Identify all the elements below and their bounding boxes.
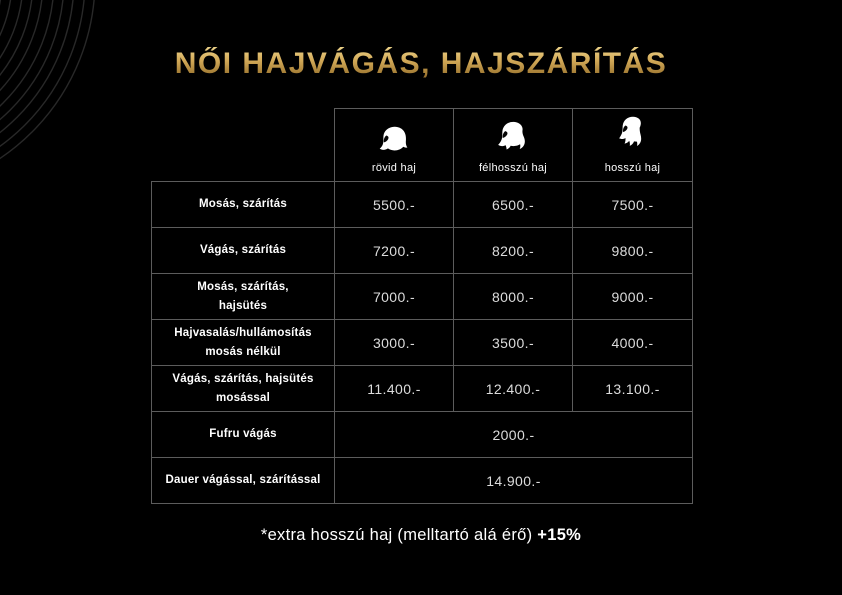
service-label: Hajvasalás/hullámosítás mosás nélkül [151, 319, 335, 366]
service-label: Dauer vágással, szárítással [151, 457, 335, 504]
footer-note: *extra hosszú haj (melltartó alá érő) +1… [0, 526, 842, 545]
page-title: NŐI HAJVÁGÁS, HAJSZÁRÍTÁS [0, 47, 842, 81]
table-row: Vágás, szárítás, hajsütés mosással 11.40… [151, 365, 693, 412]
column-label-short-hair: rövid haj [371, 162, 417, 174]
price-cell: 4000.- [572, 319, 693, 366]
price-cell: 9000.- [572, 273, 693, 320]
table-row: Fufru vágás 2000.- [151, 411, 693, 458]
service-label: Fufru vágás [151, 411, 335, 458]
price-cell: 6500.- [453, 181, 573, 228]
medium-hair-icon [496, 121, 530, 157]
table-row: Mosás, szárítás 5500.- 6500.- 7500.- [151, 181, 693, 228]
price-cell-all-lengths: 2000.- [334, 411, 693, 458]
price-cell: 3500.- [453, 319, 573, 366]
column-header-medium-hair: félhosszú haj [453, 108, 573, 182]
table-corner-cell [152, 109, 335, 182]
decorative-arcs [0, 0, 95, 160]
price-cell: 8000.- [453, 273, 573, 320]
column-label-long-hair: hosszú haj [604, 162, 661, 174]
short-hair-icon [377, 126, 411, 157]
footer-note-text: *extra hosszú haj (melltartó alá érő) [260, 526, 538, 544]
table-row: Hajvasalás/hullámosítás mosás nélkül 300… [151, 319, 693, 366]
price-cell: 9800.- [572, 227, 693, 274]
price-cell: 11.400.- [334, 365, 454, 412]
price-cell-all-lengths: 14.900.- [334, 457, 693, 504]
price-cell: 5500.- [334, 181, 454, 228]
price-cell: 12.400.- [453, 365, 573, 412]
column-header-long-hair: hosszú haj [572, 108, 693, 182]
footer-note-surcharge: +15% [537, 526, 582, 544]
service-label: Mosás, szárítás, hajsütés [151, 273, 335, 320]
price-cell: 7500.- [572, 181, 693, 228]
column-header-short-hair: rövid haj [334, 108, 454, 182]
column-label-medium-hair: félhosszú haj [478, 162, 548, 174]
price-table: rövid haj félhosszú haj [151, 108, 693, 504]
price-cell: 3000.- [334, 319, 454, 366]
price-cell: 7000.- [334, 273, 454, 320]
table-row: Dauer vágással, szárítással 14.900.- [151, 457, 693, 504]
table-row: Mosás, szárítás, hajsütés 7000.- 8000.- … [151, 273, 693, 320]
table-row: Vágás, szárítás 7200.- 8200.- 9800.- [151, 227, 693, 274]
service-label: Mosás, szárítás [151, 181, 335, 228]
service-label: Vágás, szárítás, hajsütés mosással [151, 365, 335, 412]
table-header-row: rövid haj félhosszú haj [152, 108, 693, 182]
price-cell: 7200.- [334, 227, 454, 274]
long-hair-icon [617, 115, 649, 157]
price-cell: 8200.- [453, 227, 573, 274]
price-cell: 13.100.- [572, 365, 693, 412]
service-label: Vágás, szárítás [151, 227, 335, 274]
